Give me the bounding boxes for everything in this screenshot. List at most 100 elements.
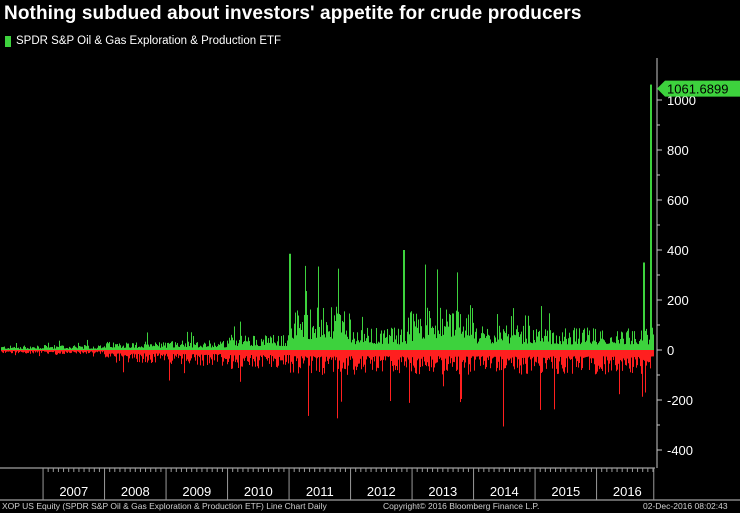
bar-negative [291,350,292,362]
bar-positive [390,336,391,350]
bar-positive [481,333,482,350]
bar-negative [422,350,423,367]
bar-positive [280,345,281,350]
bar-negative [56,350,57,355]
bar-positive [298,315,299,350]
bar-positive [443,334,444,350]
bar-negative [236,350,237,360]
bar-negative [216,350,217,355]
bar-negative [302,350,303,359]
bar-negative [499,350,500,371]
bar-negative [518,350,519,360]
bar-negative [535,350,536,362]
bar-positive [337,313,338,350]
bar-positive [573,330,574,350]
bar-positive [608,343,609,350]
bar-negative [638,350,639,357]
bar-positive [117,343,118,350]
bar-negative [368,350,369,357]
bar-negative [631,350,632,358]
bar-positive [139,346,140,350]
bar-positive [582,332,583,350]
bar-negative [154,350,155,357]
bar-negative [317,350,318,359]
bar-negative [8,350,9,352]
bar-negative [85,350,86,353]
bar-negative [562,350,563,369]
bar-positive [91,348,92,350]
bar-negative [370,350,371,364]
bar-positive [625,343,626,350]
bar-negative [629,350,630,369]
bar-positive [165,342,166,350]
bar-positive [52,346,53,350]
bar-negative [42,350,43,352]
bar-positive [200,345,201,350]
bar-negative [609,350,610,364]
bar-positive [48,342,49,350]
bar-positive [267,342,268,350]
bar-negative [430,350,431,357]
last-value-label: 1061.6899 [667,82,728,97]
bar-negative [434,350,435,368]
bar-negative [113,350,114,355]
bar-positive [546,336,547,350]
bar-positive [430,318,431,350]
bar-negative [653,350,654,357]
bar-positive [248,337,249,350]
bar-positive [334,315,335,350]
footer-timestamp: 02-Dec-2016 08:02:43 [643,501,728,511]
bar-negative [55,350,56,355]
bar-negative [297,350,298,359]
bar-negative [128,350,129,363]
bar-negative [401,350,402,363]
bar-positive [492,342,493,350]
bar-positive [237,345,238,350]
bar-negative [119,350,120,361]
bar-negative [532,350,533,359]
bar-negative [103,350,104,352]
bar-negative [166,350,167,354]
bar-positive [274,342,275,350]
bar-negative [47,350,48,354]
bar-negative [437,350,438,363]
bar-positive [483,333,484,350]
bar-positive [276,345,277,350]
bar-positive [591,343,592,350]
bar-positive [464,337,465,350]
bar-positive [324,334,325,350]
bar-negative [582,350,583,369]
bar-negative [134,350,135,358]
bar-negative [303,350,304,364]
bar-positive [143,347,144,350]
bar-negative [517,350,518,368]
bar-positive [356,341,357,350]
bar-negative [475,350,476,360]
bar-negative [610,350,611,361]
bar-negative [459,350,460,375]
bar-negative [488,350,489,361]
bar-negative [404,350,405,366]
bar-positive [300,323,301,350]
bar-negative [257,350,258,367]
bar-negative [141,350,142,357]
bar-positive [366,338,367,350]
bar-positive [60,345,61,350]
bar-negative [425,350,426,365]
bar-negative [536,350,537,363]
bar-negative [348,350,349,366]
bar-negative [455,350,456,357]
bar-negative [504,350,505,369]
bar-positive [29,348,30,350]
bar-positive [9,348,10,350]
bar-negative [563,350,564,372]
bar-positive [251,344,252,350]
bar-positive [93,346,94,350]
bar-positive [402,342,403,350]
bar-negative [70,350,71,354]
bar-negative [465,350,466,363]
bar-positive [441,336,442,350]
bar-positive [250,345,251,350]
bar-negative [253,350,254,359]
bar-negative [102,350,103,353]
